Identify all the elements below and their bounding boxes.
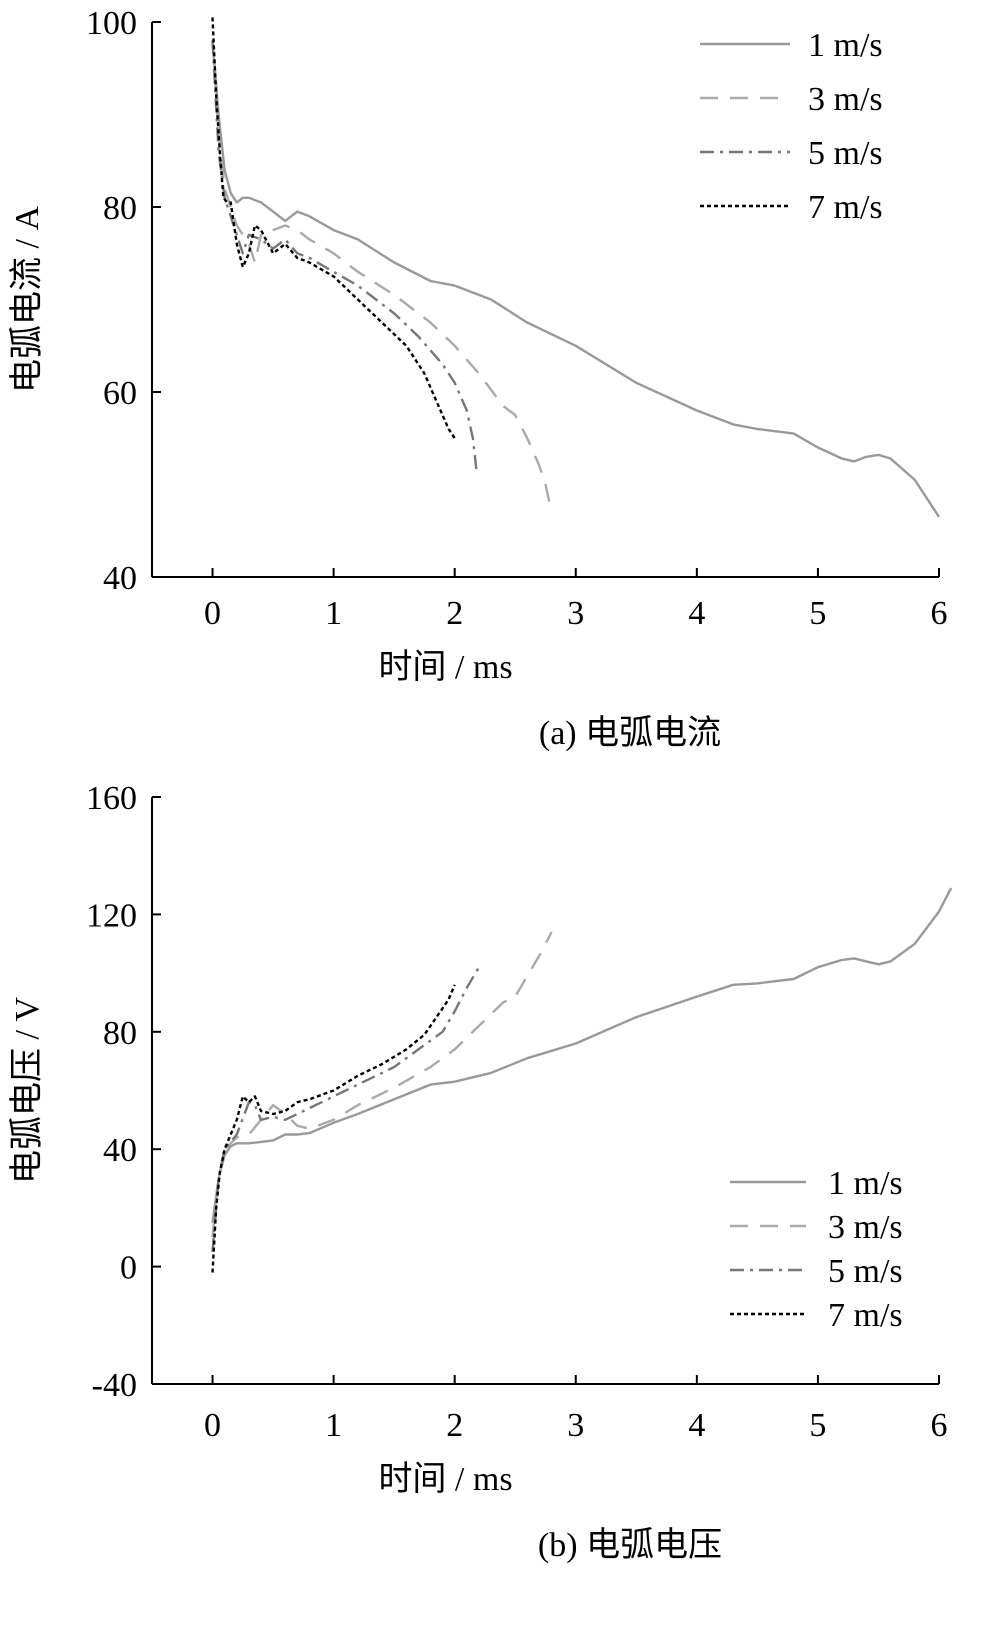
x-tick-label: 4 — [688, 1407, 705, 1444]
x-tick-label: 3 — [567, 1407, 584, 1444]
x-axis-title: 时间 / ms — [378, 1461, 512, 1498]
series-line-1 — [211, 887, 953, 1223]
series-line-4 — [211, 17, 456, 439]
x-tick-label: 6 — [931, 595, 948, 632]
x-tick-label: 4 — [688, 595, 705, 632]
y-tick-label: 100 — [86, 5, 137, 42]
y-axis-title: 电弧电压 / V — [8, 997, 46, 1184]
series-line-4 — [211, 984, 456, 1273]
x-tick-label: 6 — [931, 1407, 948, 1444]
x-tick-label: 0 — [204, 1407, 221, 1444]
legend-label: 5 m/s — [808, 135, 883, 172]
series-line-1 — [211, 40, 941, 518]
figure-caption: (b) 电弧电压 — [538, 1526, 722, 1564]
y-tick-label: 40 — [103, 560, 137, 597]
legend-label: 7 m/s — [808, 189, 883, 226]
x-tick-label: 3 — [567, 595, 584, 632]
x-tick-label: 5 — [809, 1407, 826, 1444]
figure-caption: (a) 电弧电流 — [539, 714, 721, 752]
y-tick-label: 80 — [103, 1015, 137, 1052]
series-line-3 — [211, 966, 480, 1252]
legend-label: 1 m/s — [828, 1165, 903, 1202]
y-tick-label: 40 — [103, 1132, 137, 1169]
y-tick-label: 80 — [103, 190, 137, 227]
legend-label: 3 m/s — [828, 1209, 903, 1246]
x-axis-title: 时间 / ms — [378, 649, 512, 686]
x-tick-label: 1 — [325, 595, 342, 632]
x-tick-label: 1 — [325, 1407, 342, 1444]
chart-current: 0 1 2 3 4 5 6 40 60 80 100 时间 / ms 电弧电流 / A (a) 电弧电流 1… — [8, 5, 948, 752]
y-tick-label: 0 — [120, 1250, 137, 1287]
x-tick-label: 2 — [446, 595, 463, 632]
y-axis-title: 电弧电流 / A — [8, 206, 46, 393]
y-tick-label: 120 — [86, 897, 137, 934]
legend-label: 1 m/s — [808, 27, 883, 64]
legend-label: 5 m/s — [828, 1253, 903, 1290]
x-tick-label: 0 — [204, 595, 221, 632]
x-tick-label: 2 — [446, 1407, 463, 1444]
series-line-2 — [211, 931, 553, 1238]
series-line-2 — [211, 40, 553, 513]
series-line-3 — [211, 40, 478, 471]
legend-label: 3 m/s — [808, 81, 883, 118]
chart-voltage: 0 1 2 3 4 5 6 -40 0 40 80 120 160 时间 / ms 电弧电压 / V (b) … — [8, 780, 953, 1564]
y-tick-label: 60 — [103, 375, 137, 412]
legend-label: 7 m/s — [828, 1297, 903, 1334]
y-tick-label: 160 — [86, 780, 137, 817]
x-tick-label: 5 — [809, 595, 826, 632]
y-tick-label: -40 — [92, 1367, 137, 1404]
